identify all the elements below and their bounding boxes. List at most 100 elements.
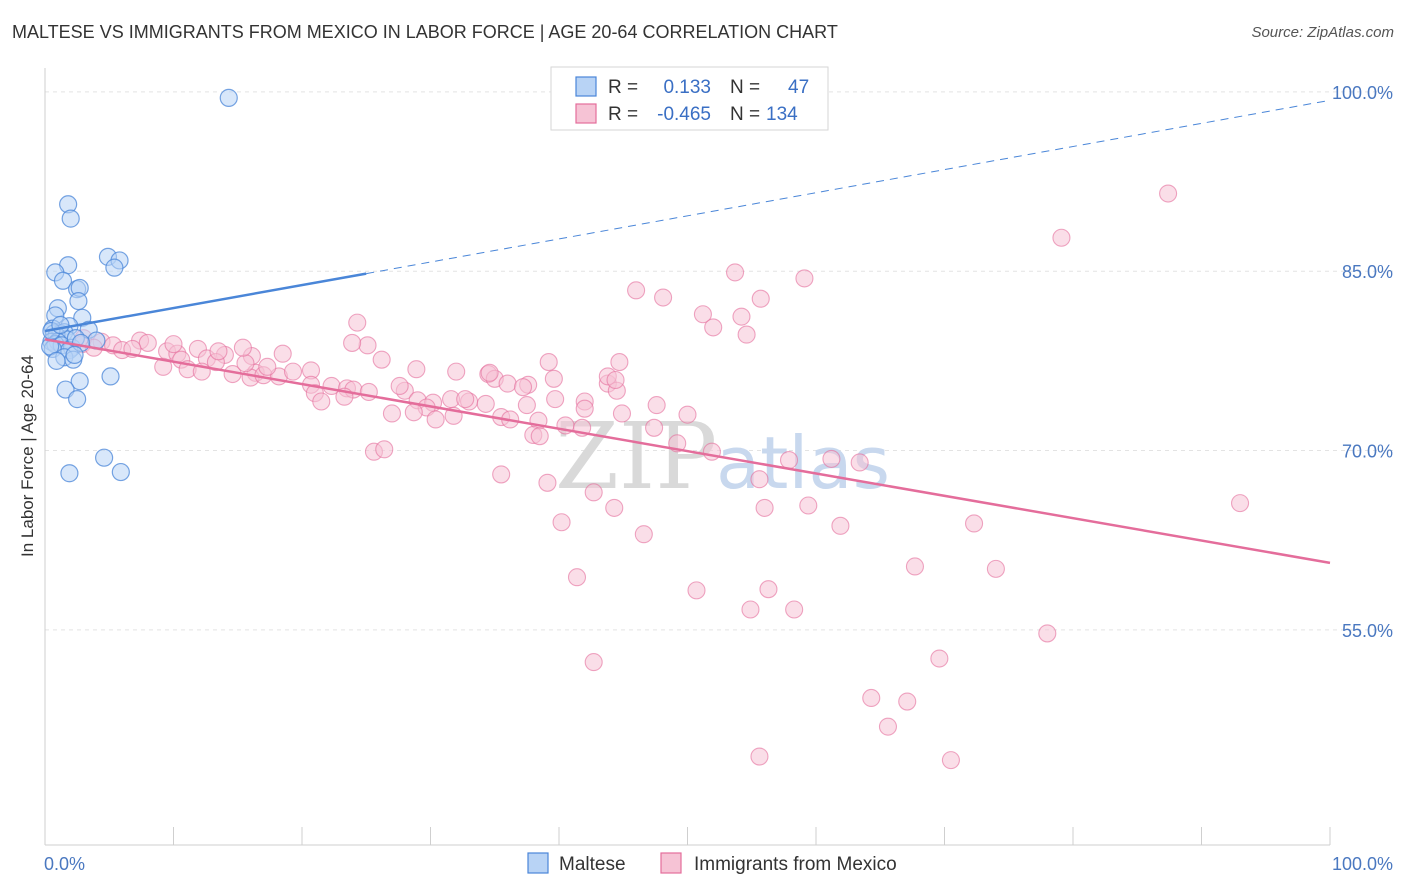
mexico-point (517, 396, 536, 415)
maltese-trend-extension (366, 99, 1331, 275)
mexico-point (154, 357, 173, 376)
mexico-point (456, 390, 475, 409)
mexico-point (348, 313, 367, 332)
mexico-point (1159, 184, 1178, 203)
gridlines (45, 91, 1393, 631)
mexico-point (737, 325, 756, 344)
mexico-point (404, 403, 423, 422)
mexico-point (273, 344, 292, 363)
mexico-point (358, 336, 377, 355)
legend-r-value-mexico: -0.465 (657, 104, 711, 125)
x-tick-label-min: 0.0% (44, 854, 85, 874)
legend-n-label-maltese: N = (730, 77, 760, 98)
mexico-point (986, 559, 1005, 578)
mexico-point (822, 449, 841, 468)
mexico-point (530, 427, 549, 446)
mexico-point (610, 353, 629, 372)
legend-n-value-mexico: 134 (766, 104, 798, 125)
mexico-trend-line (44, 338, 1331, 565)
y-tick-label: 85.0% (1342, 262, 1393, 282)
mexico-point (779, 451, 799, 470)
maltese-points (41, 88, 238, 483)
legend-box (550, 66, 829, 131)
mexico-point (372, 350, 391, 369)
maltese-point (101, 367, 120, 386)
mexico-point (138, 333, 157, 352)
mexico-point (283, 362, 303, 381)
mexico-point (498, 374, 517, 393)
maltese-point (51, 315, 70, 335)
mexico-point (795, 269, 814, 288)
mexico-point (1231, 494, 1250, 513)
mexico-point (612, 404, 632, 423)
legend-n-label-mexico: N = (730, 104, 760, 125)
mexico-point (343, 333, 362, 352)
mexico-point (552, 513, 571, 532)
mexico-point (751, 289, 770, 308)
mexico-point (732, 307, 751, 326)
mexico-point (755, 498, 774, 517)
mexico-point (546, 390, 565, 409)
mexico-point (233, 338, 252, 357)
y-tick-labels: 55.0% 70.0% 85.0% 100.0% (1332, 83, 1393, 641)
mexico-points (73, 87, 1250, 770)
mexico-point (605, 498, 624, 517)
mexico-point (407, 360, 426, 379)
mexico-point (941, 751, 960, 770)
mexico-point (584, 483, 603, 502)
mexico-point (426, 410, 445, 429)
legend-r-label-mexico: R = (608, 104, 638, 125)
mexico-point (390, 376, 409, 396)
x-tick-label-max: 100.0% (1332, 854, 1393, 874)
mexico-point (930, 649, 949, 668)
mexico-point (382, 404, 402, 423)
mexico-point (687, 581, 706, 600)
maltese-point (70, 372, 89, 391)
mexico-point (584, 653, 603, 672)
mexico-point (513, 378, 533, 397)
source-label: Source: ZipAtlas.com (1251, 24, 1394, 41)
legend-r-label-maltese: R = (608, 77, 638, 98)
mexico-point (575, 399, 594, 418)
bottom-legend-swatch-mexico (660, 852, 682, 874)
maltese-point (47, 351, 66, 370)
mexico-point (831, 516, 850, 535)
y-tick-label: 55.0% (1342, 621, 1393, 641)
legend-r-value-maltese: 0.133 (663, 77, 711, 98)
legend-swatch-mexico (575, 103, 597, 124)
mexico-point (905, 557, 924, 576)
mexico-point (741, 600, 760, 619)
mexico-point (750, 470, 769, 489)
mexico-point (725, 263, 745, 282)
mexico-point (693, 305, 712, 324)
mexico-point (606, 370, 625, 390)
mexico-point (236, 354, 255, 373)
mexico-point (627, 281, 646, 300)
mexico-point (447, 362, 466, 381)
bottom-legend-label-maltese: Maltese (559, 854, 626, 875)
legend-swatch-maltese (575, 76, 597, 97)
maltese-point (68, 390, 87, 409)
mexico-point (898, 692, 917, 711)
y-tick-label: 100.0% (1332, 83, 1393, 103)
mexico-point (492, 465, 511, 484)
mexico-point (965, 514, 984, 533)
mexico-point (258, 357, 277, 376)
y-tick-label: 70.0% (1342, 442, 1393, 462)
mexico-point (634, 525, 653, 544)
y-axis-label: In Labor Force | Age 20-64 (18, 355, 37, 557)
mexico-point (480, 363, 499, 382)
mexico-point (567, 568, 587, 587)
mexico-point (476, 394, 495, 413)
mexico-point (209, 342, 228, 361)
mexico-point (312, 392, 331, 411)
mexico-point (759, 580, 778, 599)
mexico-point (654, 288, 673, 307)
maltese-point (69, 292, 88, 311)
mexico-point (544, 369, 563, 388)
top-legend: R = 0.133 N = 47 R = -0.465 N = 134 (550, 66, 829, 131)
maltese-point (219, 88, 238, 107)
mexico-point (164, 335, 183, 354)
maltese-point (65, 345, 84, 364)
mexico-point (375, 440, 394, 459)
